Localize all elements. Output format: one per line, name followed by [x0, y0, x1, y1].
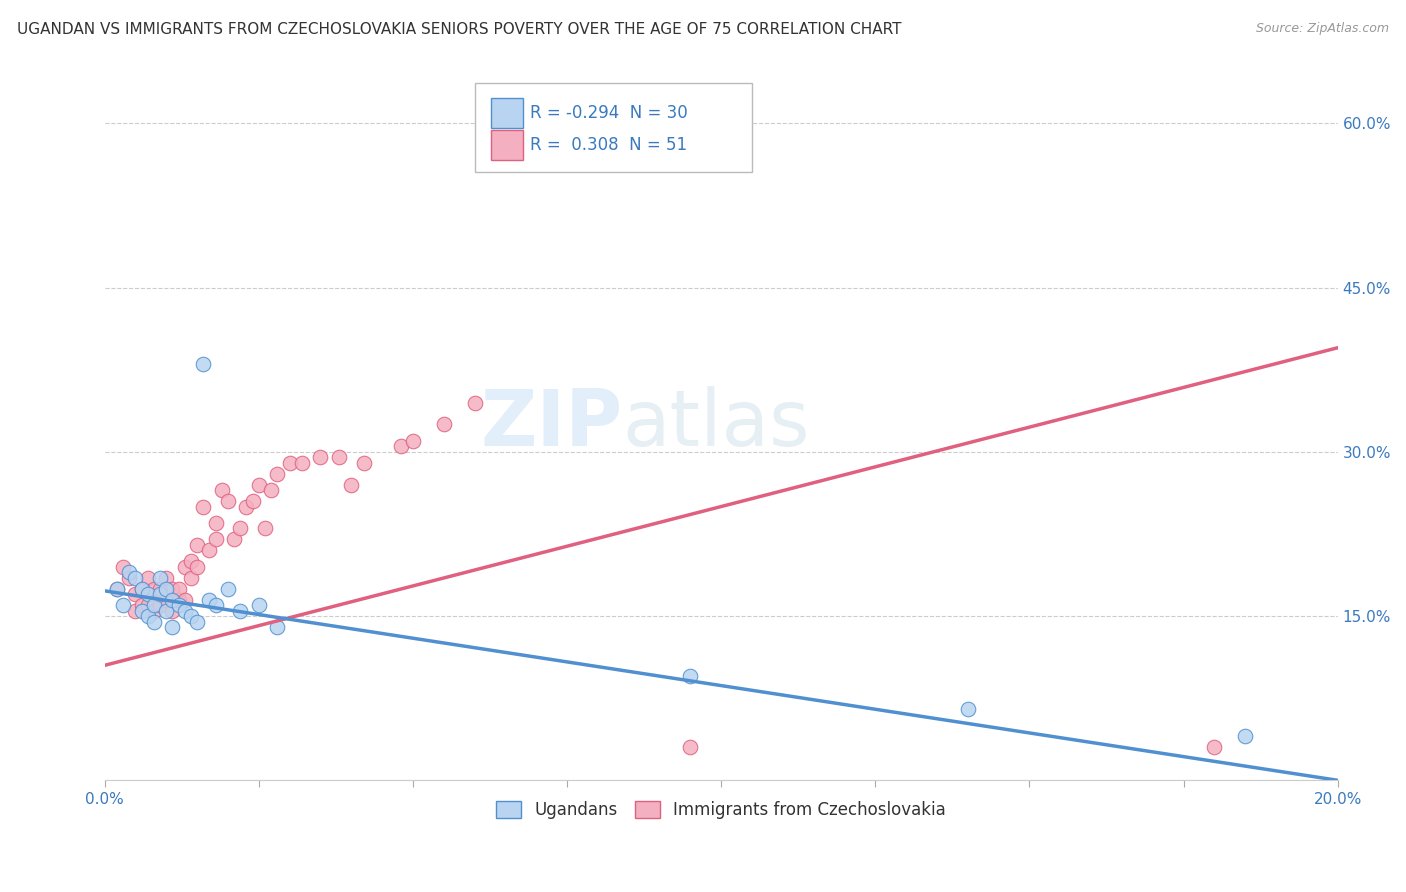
Text: Source: ZipAtlas.com: Source: ZipAtlas.com — [1256, 22, 1389, 36]
Point — [229, 603, 252, 617]
Point — [105, 582, 128, 596]
Point — [402, 434, 425, 448]
Point — [136, 609, 159, 624]
Point — [193, 500, 215, 514]
Point — [131, 582, 153, 596]
Point — [278, 456, 301, 470]
Point — [1234, 730, 1257, 744]
Point — [143, 615, 166, 629]
Point — [162, 582, 184, 596]
Point — [186, 615, 208, 629]
Point — [204, 516, 226, 530]
Point — [204, 598, 226, 612]
Point — [131, 603, 153, 617]
Point — [204, 533, 226, 547]
Point — [112, 598, 135, 612]
Point — [260, 483, 283, 497]
Point — [224, 533, 246, 547]
Point — [131, 598, 153, 612]
FancyBboxPatch shape — [491, 129, 523, 160]
Point — [242, 494, 264, 508]
Point — [167, 598, 190, 612]
Point — [124, 571, 146, 585]
Point — [266, 620, 288, 634]
Point — [155, 592, 177, 607]
Point — [186, 559, 208, 574]
Point — [136, 571, 159, 585]
Text: ZIP: ZIP — [481, 386, 623, 462]
Point — [464, 395, 486, 409]
Point — [186, 538, 208, 552]
Point — [173, 592, 195, 607]
Point — [389, 439, 412, 453]
Legend: Ugandans, Immigrants from Czechoslovakia: Ugandans, Immigrants from Czechoslovakia — [489, 794, 952, 825]
Point — [266, 467, 288, 481]
Point — [167, 582, 190, 596]
Point — [149, 598, 172, 612]
Point — [149, 587, 172, 601]
Point — [217, 582, 239, 596]
Point — [1204, 740, 1226, 755]
FancyBboxPatch shape — [475, 83, 752, 172]
Point — [118, 566, 141, 580]
Point — [198, 592, 221, 607]
Point — [253, 521, 276, 535]
Point — [198, 543, 221, 558]
Point — [155, 603, 177, 617]
Point — [167, 592, 190, 607]
Point — [247, 598, 270, 612]
Point — [956, 702, 979, 716]
Point — [217, 494, 239, 508]
Point — [180, 571, 202, 585]
Text: UGANDAN VS IMMIGRANTS FROM CZECHOSLOVAKIA SENIORS POVERTY OVER THE AGE OF 75 COR: UGANDAN VS IMMIGRANTS FROM CZECHOSLOVAKI… — [17, 22, 901, 37]
Point — [340, 477, 363, 491]
Text: R =  0.308  N = 51: R = 0.308 N = 51 — [530, 136, 688, 153]
Point — [162, 592, 184, 607]
Point — [229, 521, 252, 535]
Point — [679, 669, 702, 683]
Point — [162, 620, 184, 634]
Point — [193, 357, 215, 371]
Point — [309, 450, 332, 465]
Point — [149, 582, 172, 596]
Point — [433, 417, 456, 432]
Point — [143, 582, 166, 596]
Point — [131, 582, 153, 596]
Point — [173, 559, 195, 574]
Point — [136, 587, 159, 601]
Point — [149, 571, 172, 585]
Point — [155, 571, 177, 585]
Point — [173, 603, 195, 617]
Text: atlas: atlas — [623, 386, 810, 462]
Point — [353, 456, 375, 470]
Point — [291, 456, 314, 470]
Point — [180, 554, 202, 568]
Point — [328, 450, 350, 465]
Point — [155, 582, 177, 596]
Text: R = -0.294  N = 30: R = -0.294 N = 30 — [530, 104, 688, 122]
Point — [112, 559, 135, 574]
Point — [180, 609, 202, 624]
Point — [679, 740, 702, 755]
Point — [162, 603, 184, 617]
Point — [143, 603, 166, 617]
Point — [143, 598, 166, 612]
Point — [124, 587, 146, 601]
Point — [247, 477, 270, 491]
Point — [118, 571, 141, 585]
Point — [136, 598, 159, 612]
Point — [105, 582, 128, 596]
Point — [211, 483, 233, 497]
FancyBboxPatch shape — [491, 98, 523, 128]
Point — [124, 603, 146, 617]
Point — [235, 500, 257, 514]
